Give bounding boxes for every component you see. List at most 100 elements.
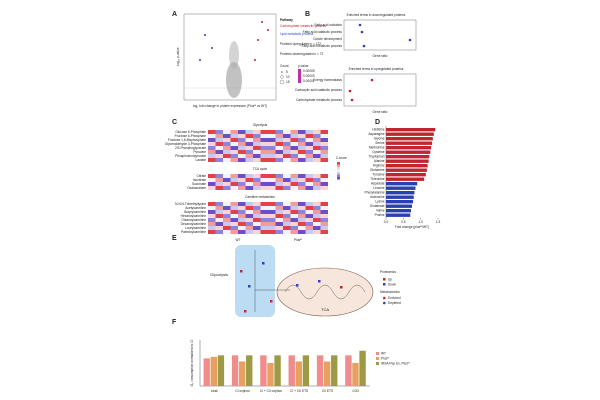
bar	[386, 168, 427, 172]
heat-cell	[208, 146, 216, 150]
panel-letter: F	[172, 319, 177, 326]
heat-cell	[253, 138, 261, 142]
heat-cell	[290, 206, 298, 210]
heat-cell	[253, 174, 261, 178]
heat-cell	[245, 146, 253, 150]
heat-cell	[313, 174, 321, 178]
b-dot	[358, 23, 362, 27]
heat-cell	[245, 206, 253, 210]
heat-cell	[238, 210, 246, 214]
legend-title: Pathway	[280, 18, 293, 22]
heat-cell	[275, 130, 283, 134]
volcano-frame	[183, 13, 277, 101]
heat-cell	[275, 178, 283, 182]
bar	[386, 209, 411, 213]
bar	[260, 355, 267, 386]
heat-cell	[245, 150, 253, 154]
b-dot	[408, 38, 412, 42]
heat-cell	[298, 178, 306, 182]
label: Glycolysis	[210, 272, 228, 277]
heat-cell	[290, 226, 298, 230]
heat-cell	[208, 206, 216, 210]
y-tick-label: Glutamine	[370, 168, 385, 172]
heat-cell	[253, 226, 261, 230]
b-frame	[343, 19, 417, 51]
bar	[386, 177, 425, 181]
heat-cell	[223, 218, 231, 222]
heat-cell	[253, 134, 261, 138]
heat-cell	[290, 178, 298, 182]
heat-cell	[283, 182, 291, 186]
heat-cell	[260, 134, 268, 138]
heat-cell	[215, 138, 223, 142]
heat-cell	[268, 226, 276, 230]
heat-cell	[268, 202, 276, 206]
heat-cell	[305, 214, 313, 218]
bar	[359, 350, 366, 386]
heat-cell	[313, 138, 321, 142]
heat-cell	[245, 226, 253, 230]
zscore-swatch	[337, 169, 340, 172]
section-title: Glycolysis	[253, 123, 268, 127]
y-tick-label: Threonine	[370, 177, 385, 181]
heat-cell	[275, 150, 283, 154]
heat-cell	[320, 134, 328, 138]
heat-cell	[215, 230, 223, 234]
heat-cell	[305, 218, 313, 222]
volcano-cloud	[226, 62, 242, 98]
b-dot	[362, 44, 366, 48]
row-label: Laurylcarnitine	[185, 226, 206, 230]
row-label: Citrate	[197, 174, 207, 178]
heat-cell	[283, 218, 291, 222]
heat-cell	[253, 218, 261, 222]
legend-item: Carbohydrate metabolic process	[280, 24, 326, 28]
heat-cell	[275, 186, 283, 190]
row-label: Glucose 6-Phosphate	[175, 130, 206, 134]
heat-cell	[268, 186, 276, 190]
heat-cell	[290, 174, 298, 178]
heat-cell	[223, 210, 231, 214]
row-label: Acetylcarnitine	[185, 206, 206, 210]
heat-cell	[215, 186, 223, 190]
enzyme-marker	[240, 270, 243, 273]
heat-cell	[305, 210, 313, 214]
heat-cell	[208, 210, 216, 214]
volcano-point	[261, 21, 263, 23]
y-tick-label: Alanine	[374, 159, 385, 163]
heat-cell	[290, 142, 298, 146]
heat-cell	[230, 134, 238, 138]
heat-cell	[320, 210, 328, 214]
heat-cell	[238, 182, 246, 186]
heat-cell	[313, 230, 321, 234]
y-tick-label: Tyrosine	[372, 172, 384, 176]
volcano-point	[204, 34, 206, 36]
bar	[316, 355, 324, 386]
row-label: Isocitrate	[193, 178, 206, 182]
mitochondrion	[276, 267, 374, 317]
heat-cell	[320, 222, 328, 226]
heat-cell	[215, 214, 223, 218]
heat-cell	[268, 158, 276, 162]
heat-cell	[230, 174, 238, 178]
y-tick-label: Tryptophan	[368, 154, 384, 158]
heat-cell	[305, 146, 313, 150]
row-label: Hexanoylcarnitine	[181, 214, 207, 218]
bar	[386, 204, 412, 208]
heat-cell	[253, 222, 261, 226]
row-label: Lactate	[196, 158, 207, 162]
heat-cell	[245, 178, 253, 182]
heat-cell	[253, 178, 261, 182]
heat-cell	[245, 154, 253, 158]
heat-cell	[238, 222, 246, 226]
heat-cell	[215, 154, 223, 158]
heat-cell	[253, 186, 261, 190]
heat-cell	[260, 138, 268, 142]
row-label: Succinate	[192, 182, 206, 186]
bar	[295, 361, 302, 386]
heat-cell	[290, 186, 298, 190]
heat-cell	[305, 226, 313, 230]
heat-cell	[245, 134, 253, 138]
heat-cell	[215, 150, 223, 154]
heat-cell	[290, 154, 298, 158]
col-label: Plusᴷᴵ	[294, 238, 303, 242]
